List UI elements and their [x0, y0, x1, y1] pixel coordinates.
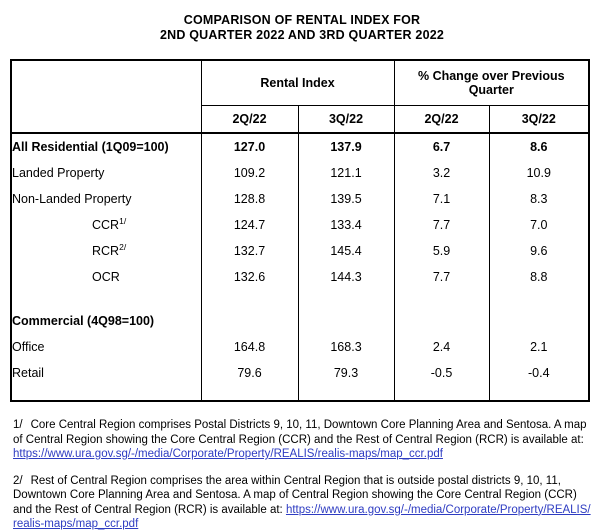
corner-cell [11, 60, 201, 134]
row-label: OCR [92, 270, 120, 284]
page-title-line1: COMPARISON OF RENTAL INDEX FOR [183, 13, 421, 27]
cell-value: -0.4 [488, 360, 590, 401]
footnote-ref-2: 2/ [119, 241, 127, 252]
row-label: Non-Landed Property [12, 192, 132, 206]
footnote-1-marker: 1/ [13, 419, 23, 431]
table-row-landed: Landed Property 109.2 121.1 3.2 10.9 [11, 160, 590, 186]
cell-value: 79.3 [297, 360, 395, 401]
table-row-commercial: Commercial (4Q98=100) [11, 290, 590, 334]
cell-value: 128.8 [200, 186, 298, 212]
cell-value: 10.9 [488, 160, 590, 186]
cell-value: 127.0 [200, 133, 298, 160]
table-row-non-landed: Non-Landed Property 128.8 139.5 7.1 8.3 [11, 186, 590, 212]
cell-value: 8.6 [488, 133, 590, 160]
footnote-ref-1: 1/ [119, 215, 127, 226]
footnote-2-marker: 2/ [13, 474, 23, 487]
table-row-all-residential: All Residential (1Q09=100) 127.0 137.9 6… [11, 133, 590, 160]
cell-value: 133.4 [297, 212, 395, 238]
cell-value: 132.6 [200, 264, 298, 290]
cell-value: 7.1 [393, 186, 490, 212]
page-title-line2: 2ND QUARTER 2022 AND 3RD QUARTER 2022 [159, 28, 445, 42]
header-sub-row: 2Q/22 3Q/22 2Q/22 3Q/22 [11, 105, 590, 134]
cell-value: 124.7 [200, 212, 298, 238]
column-group-pct-change: % Change over Previous Quarter [393, 60, 590, 106]
table-row-rcr: RCR2/ 132.7 145.4 5.9 9.6 [11, 238, 590, 264]
footnote-1: 1/Core Central Region comprises Postal D… [13, 418, 594, 462]
footnote-1-text: Core Central Region comprises Postal Dis… [13, 419, 587, 446]
column-header-ri-3q22: 3Q/22 [297, 105, 395, 134]
footnote-2: 2/Rest of Central Region comprises the a… [13, 474, 594, 532]
row-label: Landed Property [12, 166, 105, 180]
cell-value: 2.1 [488, 334, 590, 360]
cell-value: 8.8 [488, 264, 590, 290]
row-label: Commercial (4Q98=100) [12, 314, 155, 328]
cell-value: 164.8 [200, 334, 298, 360]
cell-value: 7.7 [393, 264, 490, 290]
cell-value [488, 290, 590, 334]
header-group-row: Rental Index % Change over Previous Quar… [11, 60, 590, 134]
cell-value: 121.1 [297, 160, 395, 186]
row-label: All Residential (1Q09=100) [12, 140, 169, 154]
column-header-pc-2q22: 2Q/22 [393, 105, 490, 134]
table-row-office: Office 164.8 168.3 2.4 2.1 [11, 334, 590, 360]
cell-value [297, 290, 395, 334]
map-ccr-link-1[interactable]: https://www.ura.gov.sg/-/media/Corporate… [13, 448, 443, 460]
cell-value: 168.3 [297, 334, 395, 360]
cell-value: 6.7 [393, 133, 490, 160]
column-header-ri-2q22: 2Q/22 [200, 105, 298, 134]
cell-value [393, 290, 490, 334]
row-label: Retail [12, 366, 44, 380]
row-label: RCR2/ [92, 241, 127, 258]
cell-value: 9.6 [488, 238, 590, 264]
cell-value: 8.3 [488, 186, 590, 212]
cell-value: 132.7 [200, 238, 298, 264]
cell-value [200, 290, 298, 334]
cell-value: 7.0 [488, 212, 590, 238]
cell-value: 3.2 [393, 160, 490, 186]
cell-value: 139.5 [297, 186, 395, 212]
cell-value: 7.7 [393, 212, 490, 238]
row-label: Office [12, 340, 45, 354]
page-title: COMPARISON OF RENTAL INDEX FOR 2ND QUART… [0, 0, 604, 43]
row-label: CCR1/ [92, 215, 127, 232]
cell-value: -0.5 [393, 360, 490, 401]
footnote-2-text: Rest of Central Region comprises the are… [13, 474, 577, 516]
column-header-pc-3q22: 3Q/22 [488, 105, 590, 134]
cell-value: 145.4 [297, 238, 395, 264]
cell-value: 2.4 [393, 334, 490, 360]
cell-value: 144.3 [297, 264, 395, 290]
footnotes: 1/Core Central Region comprises Postal D… [13, 418, 594, 532]
table-row-ccr: CCR1/ 124.7 133.4 7.7 7.0 [11, 212, 590, 238]
cell-value: 5.9 [393, 238, 490, 264]
map-ccr-link-2[interactable]: https://www.ura.gov.sg/-/media/Corporate… [13, 503, 591, 531]
cell-value: 137.9 [297, 133, 395, 160]
table-row-retail: Retail 79.6 79.3 -0.5 -0.4 [11, 360, 590, 401]
table-row-ocr: OCR 132.6 144.3 7.7 8.8 [11, 264, 590, 290]
rental-index-table: Rental Index % Change over Previous Quar… [10, 59, 591, 402]
column-group-rental-index: Rental Index [200, 60, 395, 106]
cell-value: 109.2 [200, 160, 298, 186]
cell-value: 79.6 [200, 360, 298, 401]
